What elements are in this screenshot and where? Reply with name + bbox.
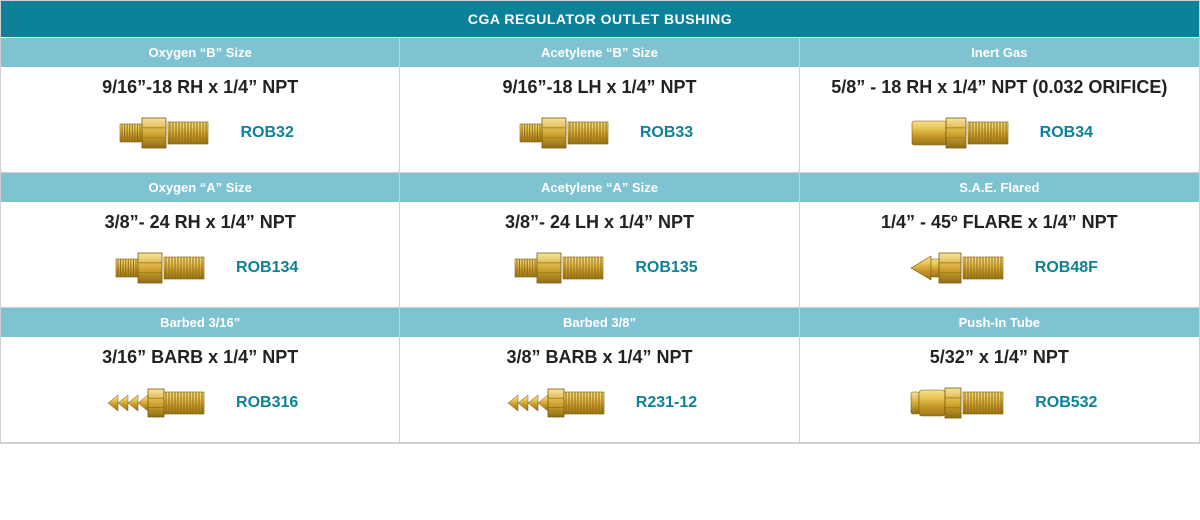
product-cell: Barbed 3/16” 3/16” BARB x 1/4” NPT ROB31… (1, 308, 400, 443)
sku-text: ROB33 (640, 124, 693, 142)
spec-text: 3/16” BARB x 1/4” NPT (9, 347, 391, 368)
fitting-icon (502, 378, 612, 428)
cell-body: 5/32” x 1/4” NPT ROB532 (800, 337, 1199, 442)
cell-subhead: Oxygen “A” Size (1, 173, 399, 202)
fitting-icon (106, 108, 216, 158)
fitting-icon (906, 108, 1016, 158)
product-cell: S.A.E. Flared 1/4” - 45º FLARE x 1/4” NP… (800, 173, 1199, 308)
sku-text: ROB532 (1035, 394, 1097, 412)
cell-body: 1/4” - 45º FLARE x 1/4” NPT ROB48F (800, 202, 1199, 307)
cell-body: 3/8”- 24 RH x 1/4” NPT ROB134 (1, 202, 399, 307)
fitting-icon (501, 243, 611, 293)
catalog-table: CGA REGULATOR OUTLET BUSHING Oxygen “B” … (0, 0, 1200, 444)
fitting-icon (901, 243, 1011, 293)
product-cell: Inert Gas 5/8” - 18 RH x 1/4” NPT (0.032… (800, 38, 1199, 173)
product-cell: Barbed 3/8” 3/8” BARB x 1/4” NPT R231-12 (400, 308, 799, 443)
cell-subhead: S.A.E. Flared (800, 173, 1199, 202)
cell-subhead: Barbed 3/8” (400, 308, 798, 337)
sku-text: ROB316 (236, 394, 298, 412)
spec-text: 9/16”-18 LH x 1/4” NPT (408, 77, 790, 98)
spec-text: 3/8” BARB x 1/4” NPT (408, 347, 790, 368)
fitting-icon (506, 108, 616, 158)
product-row: R231-12 (408, 378, 790, 428)
sku-text: ROB134 (236, 259, 298, 277)
cell-subhead: Inert Gas (800, 38, 1199, 67)
spec-text: 5/32” x 1/4” NPT (808, 347, 1191, 368)
fitting-icon (901, 378, 1011, 428)
spec-text: 5/8” - 18 RH x 1/4” NPT (0.032 ORIFICE) (808, 77, 1191, 98)
cell-body: 3/8”- 24 LH x 1/4” NPT ROB135 (400, 202, 798, 307)
cell-subhead: Oxygen “B” Size (1, 38, 399, 67)
product-grid: Oxygen “B” Size 9/16”-18 RH x 1/4” NPT R… (1, 38, 1199, 443)
spec-text: 3/8”- 24 LH x 1/4” NPT (408, 212, 790, 233)
spec-text: 1/4” - 45º FLARE x 1/4” NPT (808, 212, 1191, 233)
sku-text: ROB48F (1035, 259, 1098, 277)
product-cell: Push-In Tube 5/32” x 1/4” NPT ROB532 (800, 308, 1199, 443)
product-cell: Acetylene “B” Size 9/16”-18 LH x 1/4” NP… (400, 38, 799, 173)
cell-subhead: Push-In Tube (800, 308, 1199, 337)
spec-text: 9/16”-18 RH x 1/4” NPT (9, 77, 391, 98)
cell-body: 9/16”-18 RH x 1/4” NPT ROB32 (1, 67, 399, 172)
product-row: ROB134 (9, 243, 391, 293)
cell-body: 3/16” BARB x 1/4” NPT ROB316 (1, 337, 399, 442)
cell-body: 5/8” - 18 RH x 1/4” NPT (0.032 ORIFICE) … (800, 67, 1199, 172)
product-row: ROB32 (9, 108, 391, 158)
fitting-icon (102, 243, 212, 293)
cell-subhead: Acetylene “A” Size (400, 173, 798, 202)
product-row: ROB48F (808, 243, 1191, 293)
sku-text: ROB32 (240, 124, 293, 142)
table-title: CGA REGULATOR OUTLET BUSHING (1, 1, 1199, 38)
cell-body: 9/16”-18 LH x 1/4” NPT ROB33 (400, 67, 798, 172)
product-row: ROB34 (808, 108, 1191, 158)
sku-text: ROB34 (1040, 124, 1093, 142)
product-row: ROB532 (808, 378, 1191, 428)
cell-subhead: Barbed 3/16” (1, 308, 399, 337)
cell-body: 3/8” BARB x 1/4” NPT R231-12 (400, 337, 798, 442)
product-cell: Oxygen “B” Size 9/16”-18 RH x 1/4” NPT R… (1, 38, 400, 173)
product-cell: Oxygen “A” Size 3/8”- 24 RH x 1/4” NPT R… (1, 173, 400, 308)
product-row: ROB33 (408, 108, 790, 158)
fitting-icon (102, 378, 212, 428)
product-row: ROB135 (408, 243, 790, 293)
product-cell: Acetylene “A” Size 3/8”- 24 LH x 1/4” NP… (400, 173, 799, 308)
spec-text: 3/8”- 24 RH x 1/4” NPT (9, 212, 391, 233)
product-row: ROB316 (9, 378, 391, 428)
cell-subhead: Acetylene “B” Size (400, 38, 798, 67)
sku-text: R231-12 (636, 394, 697, 412)
sku-text: ROB135 (635, 259, 697, 277)
